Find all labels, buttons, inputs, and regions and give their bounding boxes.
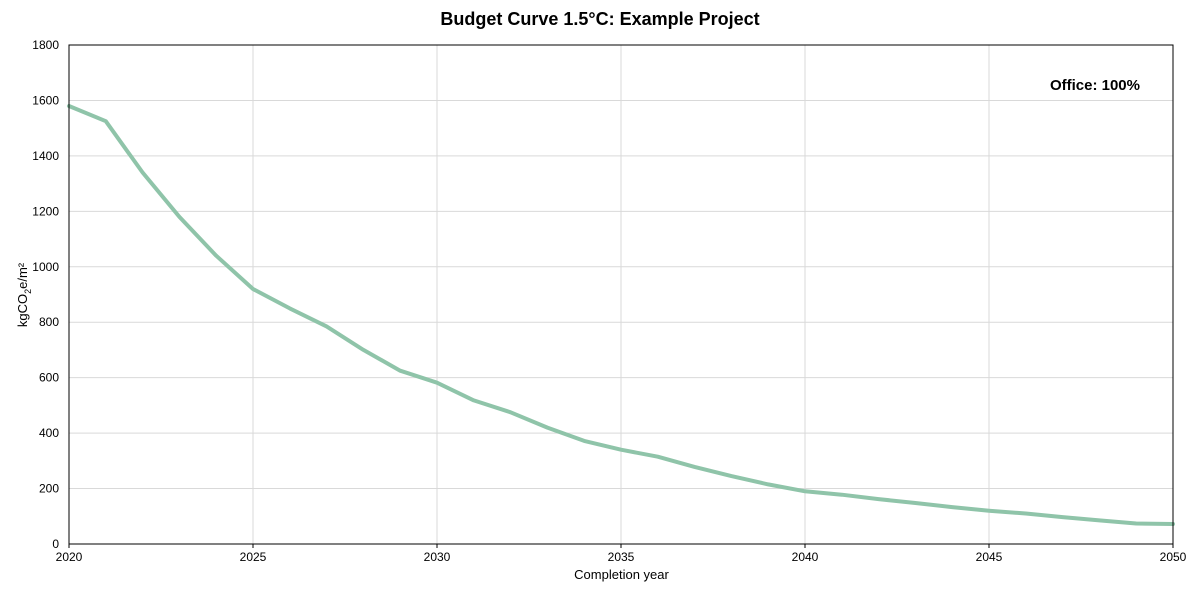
x-axis-label: Completion year bbox=[574, 567, 669, 582]
y-axis-label: kgCO2e/m² bbox=[15, 263, 33, 327]
x-tick-label: 2040 bbox=[792, 550, 819, 564]
grid-lines bbox=[68, 44, 1174, 545]
chart-title: Budget Curve 1.5°C: Example Project bbox=[440, 9, 760, 29]
y-tick-label: 400 bbox=[39, 426, 59, 440]
y-axis-label-post: e/m² bbox=[15, 262, 31, 289]
chart-annotation: Office: 100% bbox=[1049, 77, 1140, 94]
y-tick-label: 1800 bbox=[32, 38, 59, 52]
y-tick-label: 1200 bbox=[32, 204, 59, 218]
plot-frame bbox=[68, 44, 1174, 545]
x-tick-label: 2020 bbox=[56, 550, 83, 564]
x-tick-label: 2025 bbox=[240, 550, 267, 564]
y-tick-label: 1000 bbox=[32, 260, 59, 274]
x-tick-label: 2030 bbox=[424, 550, 451, 564]
y-tick-label: 200 bbox=[39, 482, 59, 496]
y-tick-label: 1600 bbox=[32, 93, 59, 107]
y-tick-label: 600 bbox=[39, 371, 59, 385]
y-tick-label: 800 bbox=[39, 315, 59, 329]
x-tick-label: 2035 bbox=[608, 550, 635, 564]
series-lines bbox=[67, 104, 1175, 526]
y-tick-label: 0 bbox=[52, 537, 59, 551]
y-axis-label-sub: 2 bbox=[22, 288, 33, 294]
series-line-office bbox=[67, 104, 1175, 526]
x-tick-label: 2045 bbox=[976, 550, 1003, 564]
y-tick-label: 1400 bbox=[32, 149, 59, 163]
x-tick-label: 2050 bbox=[1160, 550, 1187, 564]
y-axis-label-pre: kgCO bbox=[15, 293, 31, 328]
x-axis-ticks: 2020 2025 2030 2035 2040 2045 2050 bbox=[56, 544, 1187, 564]
y-axis-ticks: 0 200 400 600 800 1000 1200 1400 1600 1800 bbox=[32, 38, 59, 551]
